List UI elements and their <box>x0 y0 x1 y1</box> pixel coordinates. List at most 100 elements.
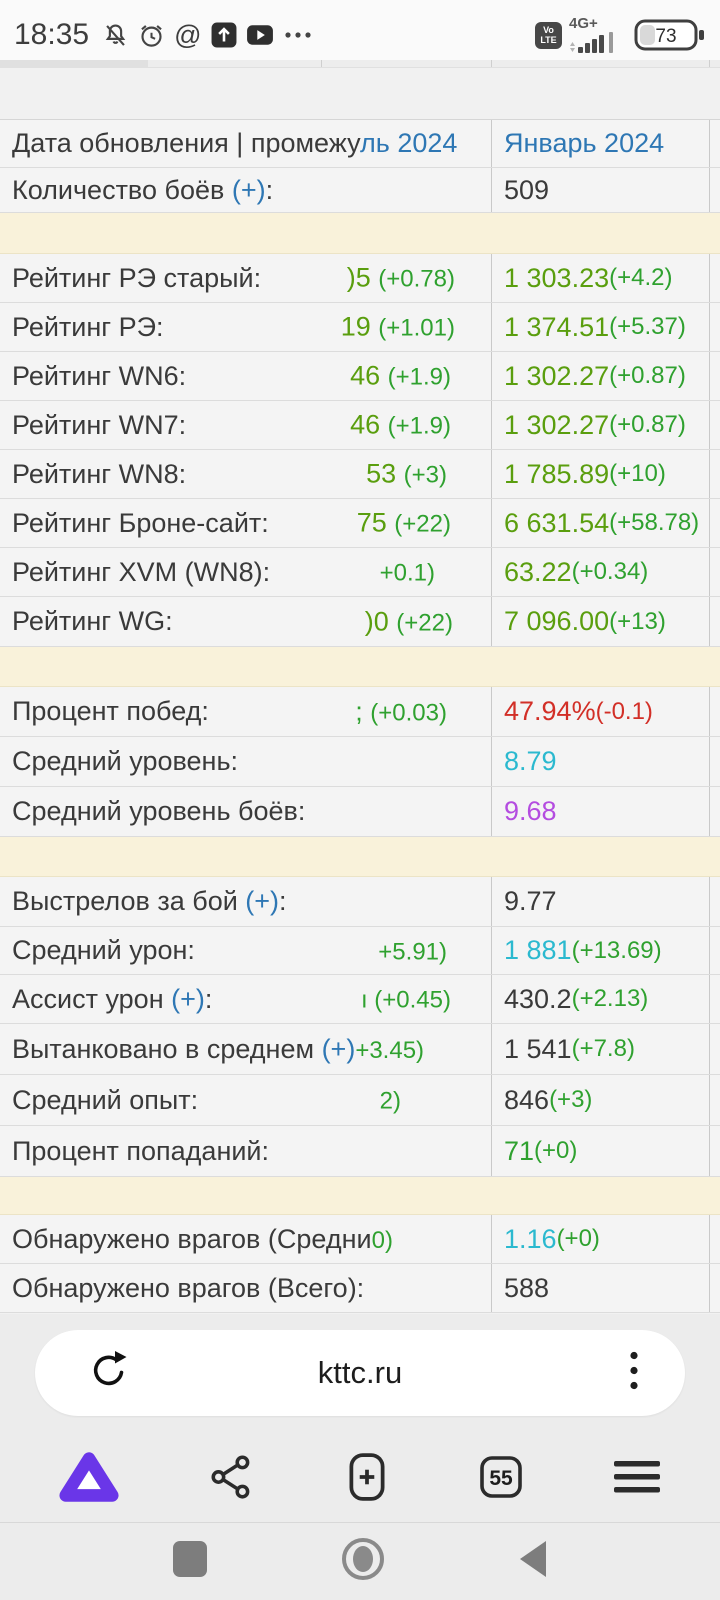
row-tail-cell <box>710 499 720 547</box>
row-label: Рейтинг WN7: <box>12 410 186 441</box>
link-text[interactable]: Январь 2024 <box>504 128 665 158</box>
text-part: Рейтинг РЭ: <box>12 311 164 342</box>
row-tail-cell <box>710 1264 720 1312</box>
row-label-cell: Рейтинг Броне-сайт: 75 (+22) <box>0 499 492 547</box>
row-value-cell: 8.79 <box>492 737 710 786</box>
table-row: Рейтинг Броне-сайт: 75 (+22) 6 631.54 (+… <box>0 499 720 548</box>
share-icon[interactable] <box>207 1452 257 1502</box>
row-label-cell: Рейтинг WN7: 46 (+1.9) <box>0 401 492 449</box>
row-value-cell: 1 541 (+7.8) <box>492 1024 710 1074</box>
col1-value-fragment: )0 (+22) <box>365 606 453 637</box>
row-label: Рейтинг РЭ: <box>12 312 164 343</box>
recents-icon[interactable] <box>172 1540 208 1583</box>
text-part: (+2.13) <box>571 985 649 1012</box>
table-row: Рейтинг WN8: 53 (+3) 1 785.89 (+10) <box>0 450 720 499</box>
text-part: 1 303.23 <box>504 262 610 293</box>
text-part: 47.94% <box>504 696 596 726</box>
text-part: 1 302.27 <box>504 409 610 440</box>
row-label-cell: Рейтинг WN6: 46 (+1.9) <box>0 352 492 400</box>
alice-assistant-icon[interactable] <box>58 1446 120 1508</box>
table-row: Средний опыт: 2) 846 (+3) <box>0 1075 720 1126</box>
text-part: ; <box>355 696 371 726</box>
text-part: Средний урон: <box>12 935 195 965</box>
table-empty-band <box>0 68 720 120</box>
row-value-cell: 509 <box>492 168 710 212</box>
col1-value-fragment: )5 (+0.78) <box>347 263 455 294</box>
table-row: Рейтинг XVM (WN8): +0.1) 63.22 (+0.34) <box>0 548 720 597</box>
text-part: Средний уровень боёв: <box>12 796 306 826</box>
text-part: (+1.9) <box>387 412 451 440</box>
table-row: Дата обновления | промежуль 2024 Январь … <box>0 120 720 168</box>
home-icon[interactable] <box>340 1536 386 1587</box>
row-label-cell: Средний уровень боёв: <box>0 787 492 836</box>
row-label: Дата обновления | промежуль 2024 <box>12 128 457 159</box>
alarm-icon <box>138 22 165 49</box>
text-part: 63.22 <box>504 556 572 587</box>
text-part: ı <box>360 986 375 1014</box>
text-part: : <box>279 886 287 916</box>
menu-hamburger-icon[interactable] <box>612 1455 662 1499</box>
row-label-cell: Процент попаданий: <box>0 1126 492 1176</box>
table-row: Процент побед: ; (+0.03) 47.94% (-0.1) <box>0 687 720 737</box>
text-part: 9.68 <box>504 796 557 826</box>
link-text[interactable]: (+) <box>231 174 266 205</box>
text-part: 9.77 <box>504 886 557 916</box>
row-label-cell: Процент побед: ; (+0.03) <box>0 687 492 736</box>
row-label: Рейтинг WN6: <box>12 361 186 392</box>
link-text[interactable]: (+) <box>171 983 205 1014</box>
row-value-cell: 9.77 <box>492 877 710 926</box>
link-text[interactable]: (+) <box>245 886 280 916</box>
row-value-cell: 1 303.23 (+4.2) <box>492 254 710 302</box>
row-value-cell: 9.68 <box>492 787 710 836</box>
text-part: Обнаружено врагов (Средни <box>12 1223 372 1254</box>
signal-bars-icon: 4G+ <box>569 16 627 54</box>
refresh-button[interactable] <box>87 1349 131 1398</box>
table-row: Обнаружено врагов (Всего): 588 <box>0 1264 720 1313</box>
row-label: Обнаружено врагов (Средни0) <box>12 1224 393 1255</box>
link-text[interactable]: ль 2024 <box>360 128 458 158</box>
text-part: 430.2 <box>504 983 572 1014</box>
url-text[interactable]: kttc.ru <box>317 1355 403 1390</box>
row-label-cell: Средний уровень: <box>0 737 492 786</box>
text-part: 1 541 <box>504 1033 572 1064</box>
row-label: Выстрелов за бой (+): <box>12 886 287 917</box>
kebab-menu-icon[interactable] <box>629 1350 639 1397</box>
table-row: Рейтинг РЭ старый: )5 (+0.78) 1 303.23 (… <box>0 254 720 303</box>
text-part: Рейтинг XVM (WN8): <box>12 556 271 587</box>
row-label-cell: Дата обновления | промежуль 2024 <box>0 120 492 167</box>
back-icon[interactable] <box>518 1539 548 1584</box>
text-part: Средний уровень: <box>12 746 239 776</box>
row-tail-cell <box>710 975 720 1023</box>
text-part: 1 785.89 <box>504 458 610 489</box>
text-part: (+0.78) <box>378 265 455 293</box>
text-part: (+0.87) <box>609 362 686 389</box>
row-label: Рейтинг Броне-сайт: <box>12 508 269 539</box>
volte-badge: Vo LTE <box>535 21 562 49</box>
row-label-cell: Рейтинг РЭ старый: )5 (+0.78) <box>0 254 492 302</box>
text-part: Количество боёв <box>12 174 232 205</box>
new-tab-icon[interactable] <box>344 1452 390 1502</box>
row-label: Средний уровень боёв: <box>12 796 305 827</box>
text-part: Процент попаданий: <box>12 1135 270 1166</box>
col1-value-fragment: 2) <box>380 1085 401 1116</box>
at-sign-icon: @ <box>174 19 202 50</box>
table-top-sliver <box>0 60 720 68</box>
browser-chrome: kttc.ru <box>0 1314 720 1600</box>
tabs-counter[interactable]: 55 <box>477 1453 525 1501</box>
text-part: 19 <box>340 311 379 342</box>
row-value-cell: 1 881 (+13.69) <box>492 927 710 974</box>
row-label-cell: Количество боёв (+): <box>0 168 492 212</box>
row-tail-cell <box>710 303 720 351</box>
row-value-cell: 588 <box>492 1264 710 1312</box>
text-part: 75 <box>356 507 395 538</box>
table-row: Рейтинг WN7: 46 (+1.9) 1 302.27 (+0.87) <box>0 401 720 450</box>
link-text[interactable]: (+) <box>321 1033 356 1064</box>
text-part: (+58.78) <box>609 509 700 536</box>
text-part: : <box>204 983 213 1014</box>
text-part: 0) <box>371 1226 393 1254</box>
text-part: 46 <box>350 360 388 391</box>
section-separator-row <box>0 1177 720 1215</box>
row-tail-cell <box>710 1075 720 1125</box>
address-bar[interactable]: kttc.ru <box>35 1330 685 1416</box>
